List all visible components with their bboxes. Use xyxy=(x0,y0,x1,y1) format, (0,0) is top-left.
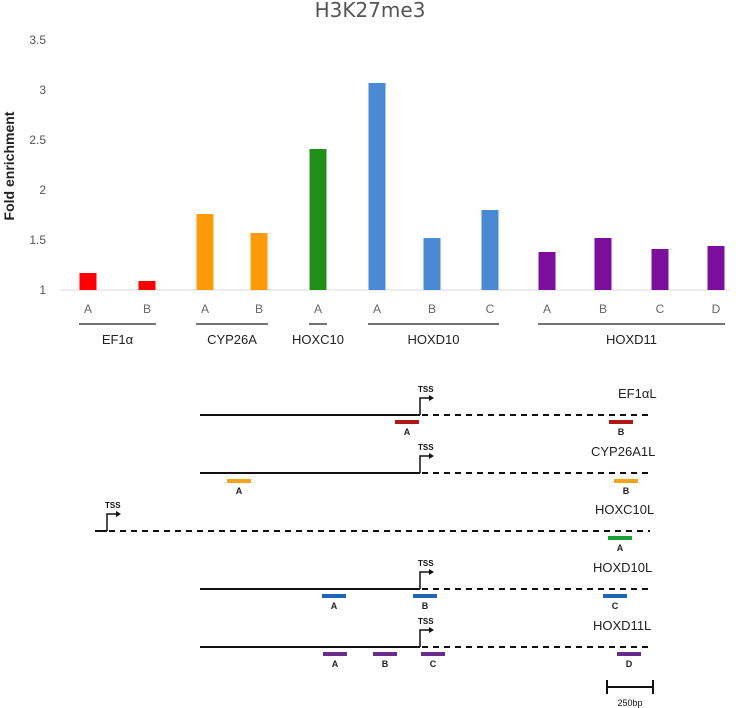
primer-b-label: B xyxy=(382,659,389,669)
scale-bar-label: 250bp xyxy=(617,698,642,708)
tss-arrow xyxy=(419,571,430,589)
bar xyxy=(368,83,386,290)
x-tick-label: B xyxy=(143,302,151,316)
primer-c-label: C xyxy=(430,659,437,669)
tss-arrowhead xyxy=(116,511,121,517)
tss-arrow xyxy=(419,629,430,647)
y-tick-label: 1 xyxy=(39,283,46,297)
gene-name: HOXC10L xyxy=(595,502,654,517)
primer-b-label: B xyxy=(422,601,429,611)
primer-a-label: A xyxy=(332,659,339,669)
bar xyxy=(79,273,97,290)
tss-label: TSS xyxy=(105,501,121,510)
tss-label: TSS xyxy=(418,385,434,394)
y-tick-label: 3.5 xyxy=(29,33,46,47)
x-tick-label: C xyxy=(486,302,495,316)
x-tick-label: A xyxy=(373,302,381,316)
tss-arrowhead xyxy=(429,453,434,459)
x-tick-label: C xyxy=(656,302,665,316)
tss-arrow xyxy=(419,397,430,415)
gene-name: EF1αL xyxy=(618,386,657,401)
primer-b-label: B xyxy=(623,486,630,496)
gene-diagram: TSS EF1αL A B TSS CYP26A1L A B TSS xyxy=(95,385,657,708)
gene-track-cyp26a1l: TSS CYP26A1L A B xyxy=(200,443,655,496)
y-tick-label: 2 xyxy=(39,183,46,197)
primer-c-label: C xyxy=(612,601,619,611)
primer-b-label: B xyxy=(618,427,625,437)
x-tick-label: B xyxy=(428,302,436,316)
y-axis: 1 1.5 2 2.5 3 3.5 xyxy=(29,33,46,297)
bar xyxy=(309,149,327,290)
group-label: HOXD11 xyxy=(606,332,657,347)
gene-track-ef1al: TSS EF1αL A B xyxy=(200,385,657,437)
gene-groups: EF1α CYP26A HOXC10 HOXD10 HOXD11 xyxy=(79,323,725,347)
primer-a-label: A xyxy=(236,486,243,496)
primer-d-label: D xyxy=(626,659,633,669)
group-label: EF1α xyxy=(102,332,134,347)
gene-name: CYP26A1L xyxy=(591,444,655,459)
group-label: CYP26A xyxy=(207,332,257,347)
bar xyxy=(423,238,441,290)
gene-track-hoxd11l: TSS HOXD11L A B C D xyxy=(200,617,651,669)
chart-title: H3K27me3 xyxy=(315,0,426,22)
x-tick-label: A xyxy=(84,302,92,316)
bar xyxy=(538,252,556,290)
tss-arrow xyxy=(419,455,430,473)
bar xyxy=(707,246,725,290)
y-axis-label: Fold enrichment xyxy=(1,111,17,220)
scale-bar: 250bp xyxy=(606,680,654,708)
x-tick-label: A xyxy=(543,302,551,316)
gene-name: HOXD11L xyxy=(593,618,651,633)
bar xyxy=(594,238,612,290)
x-tick-label: B xyxy=(255,302,263,316)
bar xyxy=(481,210,499,290)
y-tick-label: 1.5 xyxy=(29,233,46,247)
tss-arrowhead xyxy=(429,627,434,633)
y-tick-label: 2.5 xyxy=(29,133,46,147)
tss-label: TSS xyxy=(418,443,434,452)
bars xyxy=(79,83,725,290)
x-tick-label: A xyxy=(314,302,322,316)
gene-track-hoxd10l: TSS HOXD10L A B C xyxy=(200,559,652,611)
bar xyxy=(196,214,214,290)
gene-name: HOXD10L xyxy=(593,560,652,575)
primer-a-label: A xyxy=(617,543,624,553)
tss-arrow xyxy=(106,513,117,531)
group-label: HOXC10 xyxy=(292,332,344,347)
x-tick-label: B xyxy=(599,302,607,316)
group-label: HOXD10 xyxy=(407,332,459,347)
gene-track-hoxc10l: TSS HOXC10L A xyxy=(95,501,654,553)
bar xyxy=(250,233,268,290)
tss-arrowhead xyxy=(429,395,434,401)
bar xyxy=(138,281,156,290)
primer-a-label: A xyxy=(404,427,411,437)
x-tick-label: D xyxy=(712,302,721,316)
tss-arrowhead xyxy=(429,569,434,575)
tss-label: TSS xyxy=(418,559,434,568)
bar xyxy=(651,249,669,290)
y-tick-label: 3 xyxy=(39,83,46,97)
primer-a-label: A xyxy=(331,601,338,611)
tss-label: TSS xyxy=(418,617,434,626)
x-tick-label: A xyxy=(201,302,209,316)
